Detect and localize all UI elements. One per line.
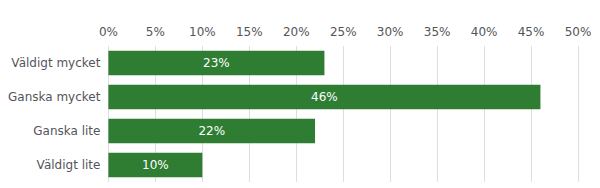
svg-text:Väldigt mycket: Väldigt mycket xyxy=(11,56,100,70)
svg-text:25%: 25% xyxy=(330,25,357,39)
svg-text:23%: 23% xyxy=(203,56,230,70)
svg-text:30%: 30% xyxy=(377,25,404,39)
svg-text:15%: 15% xyxy=(236,25,263,39)
svg-text:10%: 10% xyxy=(189,25,216,39)
svg-text:0%: 0% xyxy=(99,25,118,39)
svg-text:45%: 45% xyxy=(518,25,545,39)
svg-text:46%: 46% xyxy=(311,90,338,104)
svg-text:5%: 5% xyxy=(146,25,165,39)
svg-text:35%: 35% xyxy=(424,25,451,39)
svg-text:Väldigt lite: Väldigt lite xyxy=(37,158,101,172)
svg-text:22%: 22% xyxy=(198,124,225,138)
svg-text:40%: 40% xyxy=(471,25,498,39)
svg-text:50%: 50% xyxy=(565,25,592,39)
svg-text:Ganska lite: Ganska lite xyxy=(33,124,100,138)
svg-text:Ganska mycket: Ganska mycket xyxy=(8,90,101,104)
svg-text:20%: 20% xyxy=(283,25,310,39)
svg-text:10%: 10% xyxy=(142,158,169,172)
